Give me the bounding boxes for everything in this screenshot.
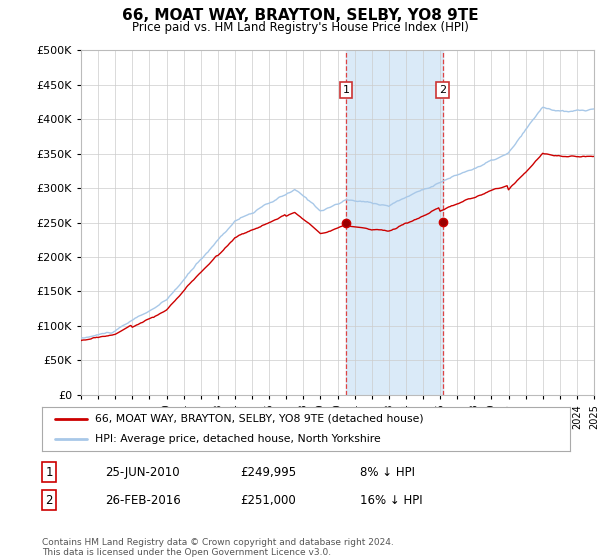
Text: 1: 1 [343, 85, 349, 95]
Text: £251,000: £251,000 [240, 493, 296, 507]
Text: 1: 1 [46, 465, 53, 479]
Text: 25-JUN-2010: 25-JUN-2010 [105, 465, 179, 479]
Text: 66, MOAT WAY, BRAYTON, SELBY, YO8 9TE: 66, MOAT WAY, BRAYTON, SELBY, YO8 9TE [122, 8, 478, 24]
Text: 66, MOAT WAY, BRAYTON, SELBY, YO8 9TE (detached house): 66, MOAT WAY, BRAYTON, SELBY, YO8 9TE (d… [95, 414, 424, 424]
Text: 8% ↓ HPI: 8% ↓ HPI [360, 465, 415, 479]
Text: Price paid vs. HM Land Registry's House Price Index (HPI): Price paid vs. HM Land Registry's House … [131, 21, 469, 34]
Bar [346, 50, 443, 395]
Text: 2: 2 [439, 85, 446, 95]
Text: 16% ↓ HPI: 16% ↓ HPI [360, 493, 422, 507]
Text: 2: 2 [46, 493, 53, 507]
Text: Contains HM Land Registry data © Crown copyright and database right 2024.
This d: Contains HM Land Registry data © Crown c… [42, 538, 394, 557]
Text: HPI: Average price, detached house, North Yorkshire: HPI: Average price, detached house, Nort… [95, 434, 380, 444]
Text: £249,995: £249,995 [240, 465, 296, 479]
Text: 26-FEB-2016: 26-FEB-2016 [105, 493, 181, 507]
